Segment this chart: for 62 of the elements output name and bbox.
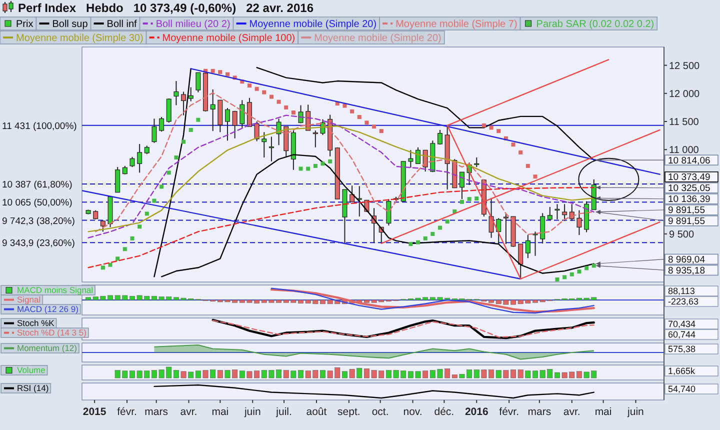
x-tick-label: mai (594, 406, 612, 418)
x-tick-label: oct. (372, 406, 389, 418)
annotation: 9 891,55 (668, 216, 705, 228)
text: 88,113 (668, 286, 695, 296)
legend-label: Boll inf (106, 19, 138, 30)
text: 575,38 (668, 344, 696, 354)
x-tick-label: mai (212, 406, 229, 418)
legend-label: Stoch %D (14 3 5) (17, 328, 87, 338)
x-tick-label: sept. (338, 406, 360, 418)
annotation: 8 969,04 (668, 254, 705, 266)
annotation: 10 136,39 (668, 194, 710, 206)
text: 70,434 (668, 319, 696, 329)
legend-label: Prix (16, 19, 34, 30)
chart-title: Perf Index Hebdo 10 373,49 (-0,60%) 22 avr. 2016 (18, 1, 314, 15)
legend-label: Momentum (12) (17, 343, 78, 353)
x-tick-label: juil. (275, 406, 292, 418)
y-tick-label: 12 000 (669, 88, 700, 100)
ref-line-label: 9 343,9 (23,60%) (2, 238, 75, 250)
annotation: 8 935,18 (668, 266, 705, 277)
ref-line-label: 9 742,3 (38,20%) (2, 216, 75, 227)
annotation: 10 325,05 (668, 183, 710, 194)
y-tick-label: 12 500 (669, 60, 700, 72)
y-tick-label: 11 000 (669, 145, 700, 156)
legend-label: Moyenne mobile (Simple 100) (162, 33, 296, 44)
x-tick-label: avr. (563, 406, 580, 418)
y-tick-label: 9 500 (669, 229, 694, 240)
legend-label: MACD (12 26 9) (17, 304, 79, 314)
x-tick-label: juin (243, 406, 261, 418)
x-tick-label: nov. (403, 406, 422, 418)
x-tick-label: févr. (117, 406, 137, 418)
x-tick-label: déc. (434, 406, 454, 418)
y-tick-label: 11 500 (669, 117, 700, 128)
x-tick-label: mars (528, 406, 552, 418)
x-tick-label: 2015 (82, 406, 106, 418)
x-tick-label: avr. (180, 406, 198, 418)
text: -223,63 (668, 296, 699, 306)
annotation: 10 814,06 (668, 155, 710, 166)
legend-label: Moyenne mobile (Simple 30) (16, 33, 144, 44)
text: 60,744 (668, 330, 696, 340)
legend-label: Boll sup (52, 19, 88, 30)
ref-line-label: 11 431 (100,00%) (2, 120, 77, 132)
annotation: 9 891,55 (668, 205, 705, 216)
x-tick-label: févr. (499, 406, 519, 418)
text: 54,740 (668, 384, 696, 394)
legend-label: Parab SAR (0.02 0.02 0.2) (536, 19, 654, 30)
text: 10 373,49 (668, 172, 710, 184)
text: 1,665k (668, 366, 696, 376)
x-tick-label: août (306, 406, 327, 418)
legend-label: MACD moins Signal (17, 285, 94, 295)
legend-label: Stoch %K (17, 318, 55, 328)
legend-label: Moyenne mobile (Simple 7) (396, 19, 518, 30)
ref-line-label: 10 065 (50,00%) (2, 198, 72, 209)
legend-label: Signal (17, 294, 41, 304)
legend-label: Volume (17, 365, 46, 375)
legend-label: RSI (14) (17, 383, 49, 393)
x-tick-label: mars (144, 406, 168, 418)
legend-label: Moyenne mobile (Simple 20) (249, 19, 377, 30)
legend-label: Moyenne mobile (Simple 20) (314, 33, 442, 44)
legend-label: Boll milieu (20 2) (156, 19, 230, 30)
x-tick-label: juin (626, 406, 644, 418)
x-tick-label: 2016 (464, 406, 488, 418)
ref-line-label: 10 387 (61,80%) (2, 180, 72, 191)
